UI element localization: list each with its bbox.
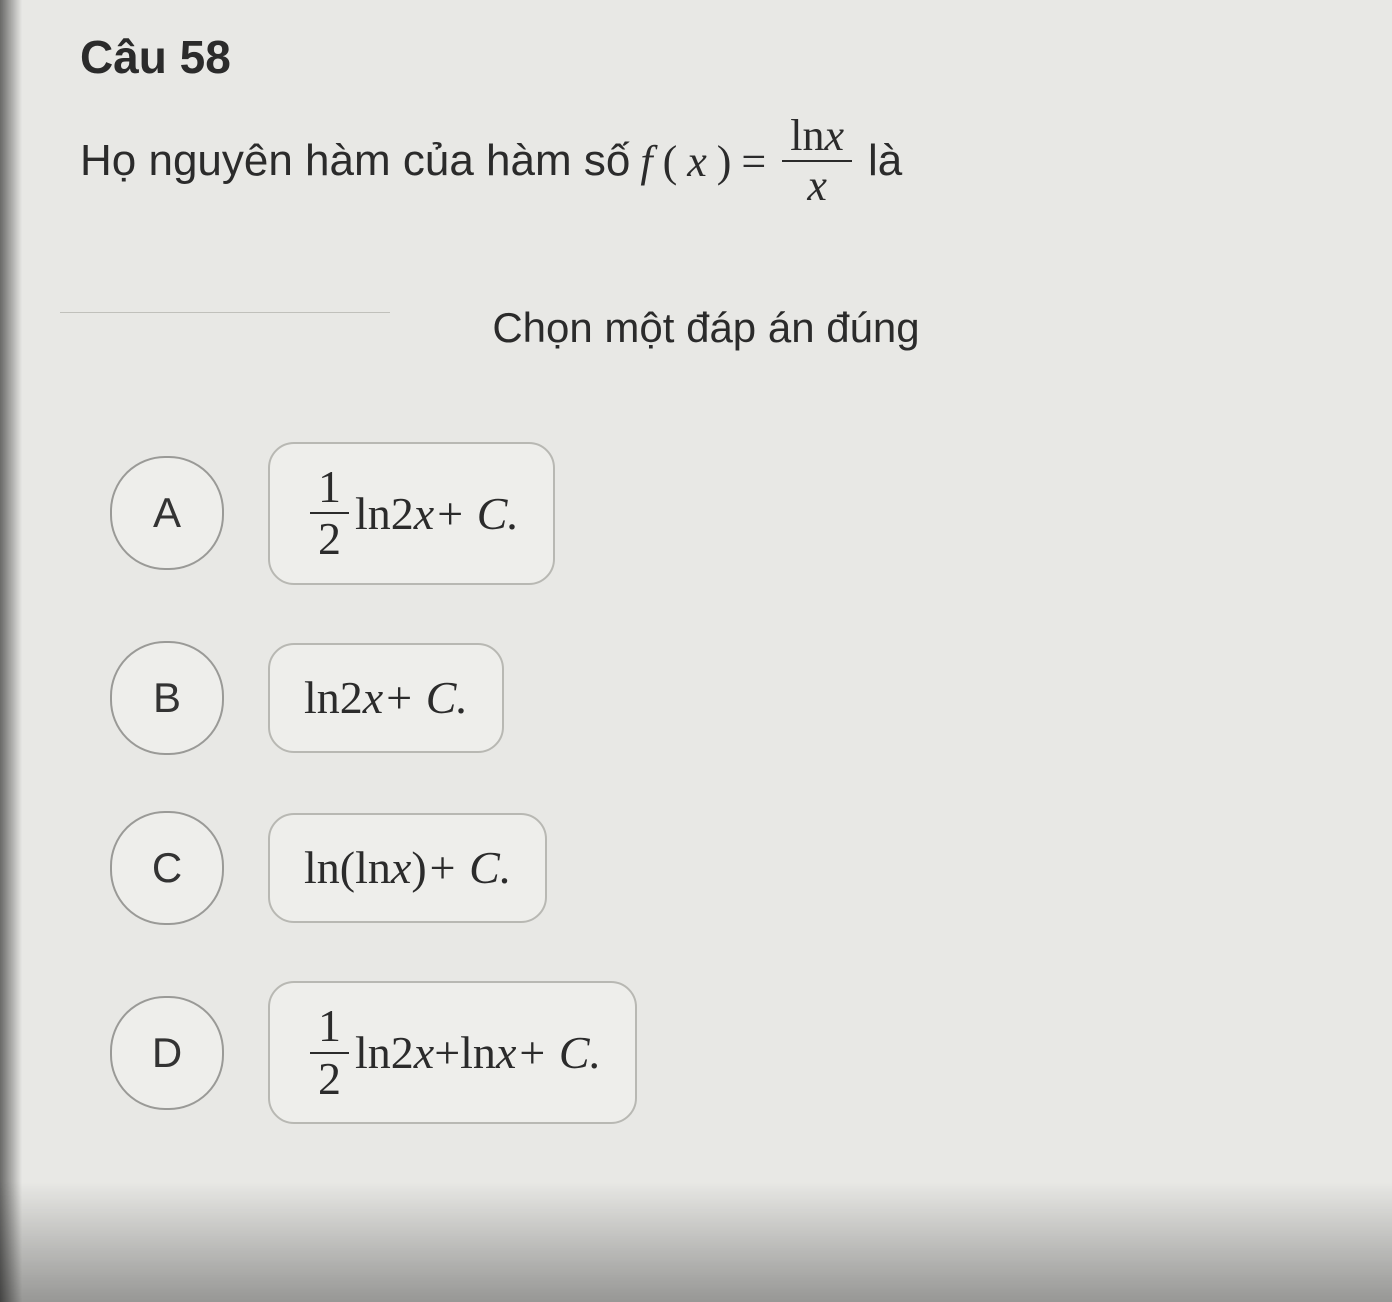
frac-num-x: x	[824, 111, 844, 160]
paren-open: (	[663, 136, 678, 187]
num: 1	[310, 1001, 349, 1052]
plus-c: + C.	[434, 487, 519, 540]
choice-row: D 1 2 ln2x + lnx + C.	[110, 981, 1332, 1124]
x: x	[391, 841, 411, 894]
frac-num-ln: ln	[790, 111, 824, 160]
stem-prefix: Họ nguyên hàm của hàm số	[80, 136, 630, 186]
exp-2: 2	[340, 671, 363, 724]
frac-den-x: x	[799, 162, 835, 210]
choice-a-radio[interactable]: A	[110, 456, 224, 570]
fraction-lnx-over-x: lnx x	[782, 112, 852, 211]
plus: +	[434, 1026, 460, 1079]
choice-a-answer[interactable]: 1 2 ln2x + C.	[268, 442, 555, 585]
ln-inner: ln	[355, 841, 391, 894]
choice-d-radio[interactable]: D	[110, 996, 224, 1110]
ln2: ln	[460, 1026, 496, 1079]
choice-row: C ln ( lnx ) + C.	[110, 811, 1332, 925]
paren-open: (	[340, 841, 355, 894]
x: x	[414, 487, 434, 540]
choice-d-answer[interactable]: 1 2 ln2x + lnx + C.	[268, 981, 637, 1124]
ln: ln	[304, 671, 340, 724]
instruction-text: Chọn một đáp án đúng	[80, 291, 1332, 352]
stem-suffix: là	[868, 136, 902, 186]
question-stem: Họ nguyên hàm của hàm số f ( x ) = lnx x…	[80, 112, 1332, 211]
question-number: Câu 58	[80, 30, 1332, 84]
x: x	[414, 1026, 434, 1079]
bottom-shadow-overlay	[0, 1182, 1392, 1302]
question-page: Câu 58 Họ nguyên hàm của hàm số f ( x ) …	[0, 0, 1392, 1184]
choice-c-answer[interactable]: ln ( lnx ) + C.	[268, 813, 547, 923]
paren-close: )	[411, 841, 426, 894]
plus-c: + C.	[383, 671, 468, 724]
num: 1	[310, 462, 349, 513]
exp-2: 2	[391, 1026, 414, 1079]
half-fraction: 1 2	[310, 462, 349, 565]
half-fraction: 1 2	[310, 1001, 349, 1104]
choice-row: A 1 2 ln2x + C.	[110, 442, 1332, 585]
choice-row: B ln2x + C.	[110, 641, 1332, 755]
x: x	[363, 671, 383, 724]
den: 2	[310, 514, 349, 565]
ln-outer: ln	[304, 841, 340, 894]
choice-b-answer[interactable]: ln2x + C.	[268, 643, 504, 753]
fn-f: f	[640, 136, 652, 187]
choice-list: A 1 2 ln2x + C. B ln2x + C. C ln ( lnx )…	[80, 442, 1332, 1124]
choice-b-radio[interactable]: B	[110, 641, 224, 755]
choice-c-radio[interactable]: C	[110, 811, 224, 925]
plus-c: + C.	[516, 1026, 601, 1079]
paren-close: )	[717, 136, 732, 187]
ln: ln	[355, 1026, 391, 1079]
x2: x	[496, 1026, 516, 1079]
equals-sign: =	[741, 136, 766, 187]
exp-2: 2	[391, 487, 414, 540]
divider-line	[60, 312, 390, 313]
plus-c: + C.	[427, 841, 512, 894]
ln: ln	[355, 487, 391, 540]
den: 2	[310, 1054, 349, 1105]
fn-x: x	[687, 136, 707, 187]
